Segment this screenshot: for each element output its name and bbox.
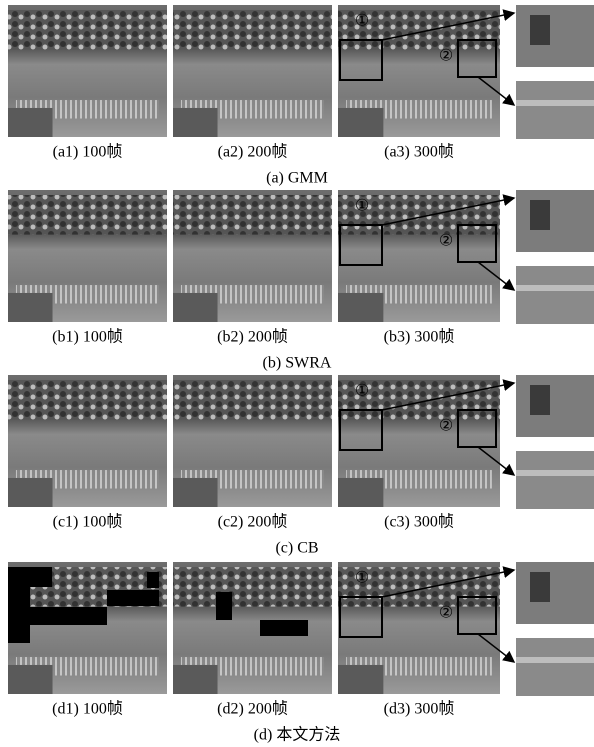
trees — [8, 195, 167, 235]
figure: (a1) 100帧 (a2) 200帧 (a3) 300帧 ① ② (a) GMM (b1)… — [0, 0, 594, 747]
marker: ② — [439, 605, 453, 622]
marker: ① — [355, 570, 369, 587]
panel-caption: (a1) 100帧 — [53, 143, 123, 161]
panel-caption: (d2) 200帧 — [217, 700, 288, 718]
panel-caption: (a3) 300帧 — [384, 143, 454, 161]
trees — [8, 380, 167, 420]
zoom-detail — [530, 15, 550, 45]
trees — [173, 380, 332, 420]
building — [173, 108, 218, 137]
building — [8, 478, 53, 507]
trees — [8, 10, 167, 50]
building — [8, 665, 53, 694]
error-block — [147, 572, 159, 588]
panel-caption: (c1) 100帧 — [53, 513, 123, 531]
building — [173, 478, 218, 507]
marker: ② — [439, 233, 453, 250]
zoom-detail — [530, 200, 550, 230]
zoom-crop — [516, 266, 594, 324]
building — [173, 293, 218, 322]
row-caption: (b) SWRA — [263, 355, 332, 372]
row-caption: (d) 本文方法 — [254, 726, 341, 744]
trees — [173, 195, 332, 235]
error-block — [216, 592, 232, 620]
panel-caption: (a2) 200帧 — [218, 143, 288, 161]
zoom-crop — [516, 562, 594, 624]
panel-caption: (c2) 200帧 — [218, 513, 288, 531]
error-block — [8, 625, 30, 643]
building — [338, 478, 383, 507]
panel-caption: (b2) 200帧 — [217, 328, 288, 346]
error-block — [8, 607, 52, 625]
error-block — [30, 567, 52, 587]
zoom-detail — [516, 657, 594, 663]
marker: ① — [355, 13, 369, 30]
marker: ② — [439, 418, 453, 435]
panel-caption: (c3) 300帧 — [384, 513, 454, 531]
zoom-detail — [516, 470, 594, 476]
zoom-crop — [516, 190, 594, 252]
marker: ① — [355, 198, 369, 215]
zoom-detail — [530, 572, 550, 602]
error-block — [8, 567, 30, 587]
panel-caption: (b3) 300帧 — [384, 328, 455, 346]
marker: ② — [439, 48, 453, 65]
row-caption: (a) GMM — [266, 170, 328, 187]
zoom-crop — [516, 5, 594, 67]
building — [173, 665, 218, 694]
building — [8, 108, 53, 137]
building — [338, 665, 383, 694]
error-block — [8, 587, 30, 607]
zoom-crop — [516, 375, 594, 437]
trees — [173, 10, 332, 50]
zoom-crop — [516, 638, 594, 696]
building — [8, 293, 53, 322]
panel-caption: (d3) 300帧 — [384, 700, 455, 718]
panel-caption: (d1) 100帧 — [52, 700, 123, 718]
row-caption: (c) CB — [275, 540, 318, 557]
building — [338, 293, 383, 322]
trees — [173, 567, 332, 607]
zoom-crop — [516, 451, 594, 509]
zoom-detail — [516, 100, 594, 106]
error-block — [260, 620, 308, 636]
building — [338, 108, 383, 137]
zoom-detail — [530, 385, 550, 415]
zoom-detail — [516, 285, 594, 291]
error-block — [52, 607, 107, 625]
zoom-crop — [516, 81, 594, 139]
error-block — [107, 590, 159, 606]
panel-caption: (b1) 100帧 — [52, 328, 123, 346]
marker: ① — [355, 383, 369, 400]
